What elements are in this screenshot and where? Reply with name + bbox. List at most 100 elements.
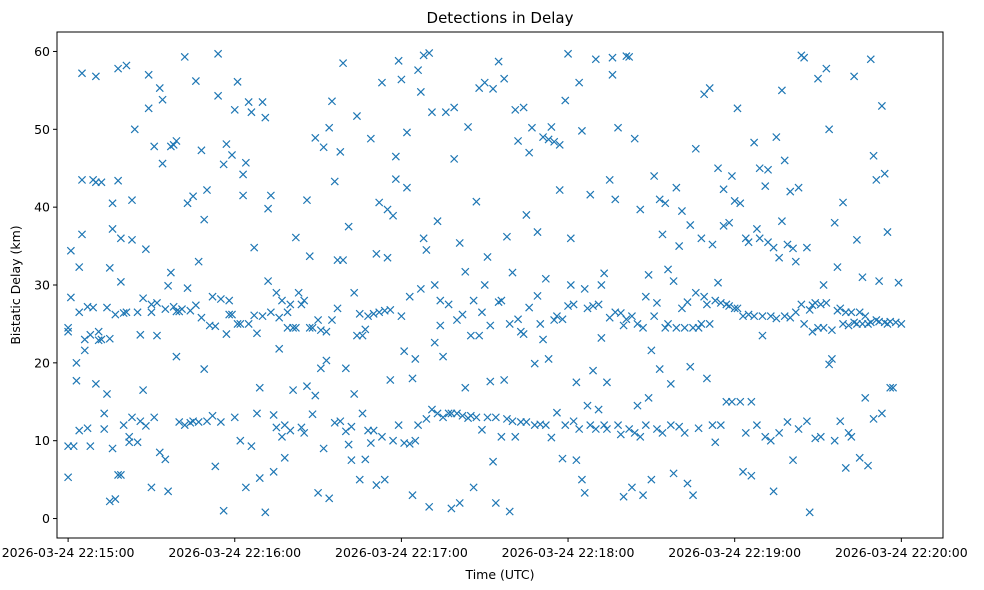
- detection-point: [808, 327, 817, 336]
- detection-point: [550, 137, 559, 146]
- detection-point: [519, 330, 528, 339]
- detection-point: [116, 234, 125, 243]
- detection-point: [827, 326, 836, 335]
- detection-point: [594, 300, 603, 309]
- detection-point: [502, 414, 511, 423]
- detection-point: [358, 409, 367, 418]
- detection-point: [788, 244, 798, 253]
- detection-point: [647, 475, 656, 484]
- detection-point: [697, 319, 706, 328]
- detection-point: [633, 401, 642, 410]
- detection-point: [214, 91, 223, 100]
- detection-point: [511, 105, 520, 114]
- detection-point: [147, 483, 156, 492]
- detection-point: [191, 77, 200, 86]
- x-tick-label: 2026-03-24 22:16:00: [168, 545, 301, 560]
- detection-point: [600, 421, 609, 430]
- detection-point: [225, 310, 234, 319]
- detection-point: [166, 268, 175, 277]
- detection-point: [250, 243, 259, 252]
- detection-point: [869, 414, 878, 423]
- detection-point: [650, 171, 659, 181]
- detection-point: [244, 98, 253, 107]
- detection-point: [761, 432, 770, 441]
- detection-point: [425, 502, 434, 511]
- detection-point: [200, 365, 209, 374]
- detection-point: [127, 235, 137, 244]
- detection-point: [747, 397, 756, 406]
- detection-point: [66, 246, 75, 255]
- detection-point: [275, 344, 284, 353]
- chart-title: Detections in Delay: [427, 9, 574, 27]
- detection-point: [572, 378, 581, 387]
- detection-point: [700, 292, 709, 301]
- detection-point: [544, 354, 553, 363]
- detection-point: [783, 240, 792, 249]
- detection-point: [794, 183, 803, 192]
- detection-point: [261, 508, 270, 517]
- detection-point: [264, 277, 273, 286]
- detection-point: [522, 417, 531, 427]
- detection-point: [72, 358, 81, 367]
- detection-point: [289, 323, 298, 332]
- detection-point: [397, 75, 406, 84]
- detection-point: [333, 304, 342, 313]
- detection-point: [214, 49, 223, 58]
- detection-point: [286, 426, 295, 435]
- detection-point: [777, 217, 786, 226]
- detection-point: [636, 205, 645, 214]
- detection-point: [283, 308, 292, 317]
- detection-point: [69, 442, 78, 451]
- detection-point: [141, 421, 150, 430]
- detection-point: [897, 319, 906, 328]
- detection-point: [236, 436, 245, 445]
- detection-point: [647, 346, 656, 355]
- detection-point: [708, 240, 717, 249]
- detection-point: [361, 455, 370, 464]
- detection-point: [739, 467, 748, 476]
- detection-point: [219, 506, 228, 515]
- detection-point: [116, 470, 125, 479]
- detection-point: [650, 312, 659, 321]
- detection-point: [822, 64, 831, 73]
- detection-point: [730, 196, 739, 205]
- detection-point: [225, 296, 234, 305]
- detection-point: [608, 70, 617, 79]
- detection-point: [100, 409, 109, 418]
- detection-point: [627, 312, 636, 321]
- detection-point: [200, 215, 209, 224]
- detection-point: [639, 323, 648, 332]
- detection-point: [794, 424, 803, 434]
- detection-point: [741, 428, 750, 437]
- detection-point: [177, 305, 187, 314]
- detection-point: [311, 391, 320, 400]
- detection-point: [766, 436, 775, 445]
- detection-point: [305, 323, 314, 332]
- detection-point: [797, 300, 806, 309]
- detection-point: [300, 296, 309, 305]
- detection-point: [766, 312, 775, 321]
- detection-point: [314, 488, 323, 497]
- detection-point: [852, 235, 861, 244]
- detection-point: [752, 224, 761, 233]
- detection-point: [261, 113, 270, 122]
- detection-point: [877, 409, 886, 418]
- detection-point: [341, 427, 350, 436]
- detection-point: [877, 101, 886, 110]
- detection-point: [819, 323, 828, 332]
- detection-point: [455, 498, 464, 507]
- detection-point: [788, 456, 798, 465]
- detection-point: [858, 273, 867, 282]
- detection-point: [583, 304, 592, 313]
- detection-point: [694, 424, 703, 433]
- detection-point: [769, 487, 778, 496]
- detection-point: [661, 323, 670, 332]
- detection-point: [436, 321, 445, 330]
- detection-point: [244, 319, 253, 328]
- detection-point: [197, 313, 206, 322]
- detection-point: [319, 143, 328, 152]
- detection-point: [658, 230, 667, 239]
- detection-point: [491, 413, 500, 422]
- detection-point: [277, 432, 286, 441]
- detection-point: [461, 267, 470, 276]
